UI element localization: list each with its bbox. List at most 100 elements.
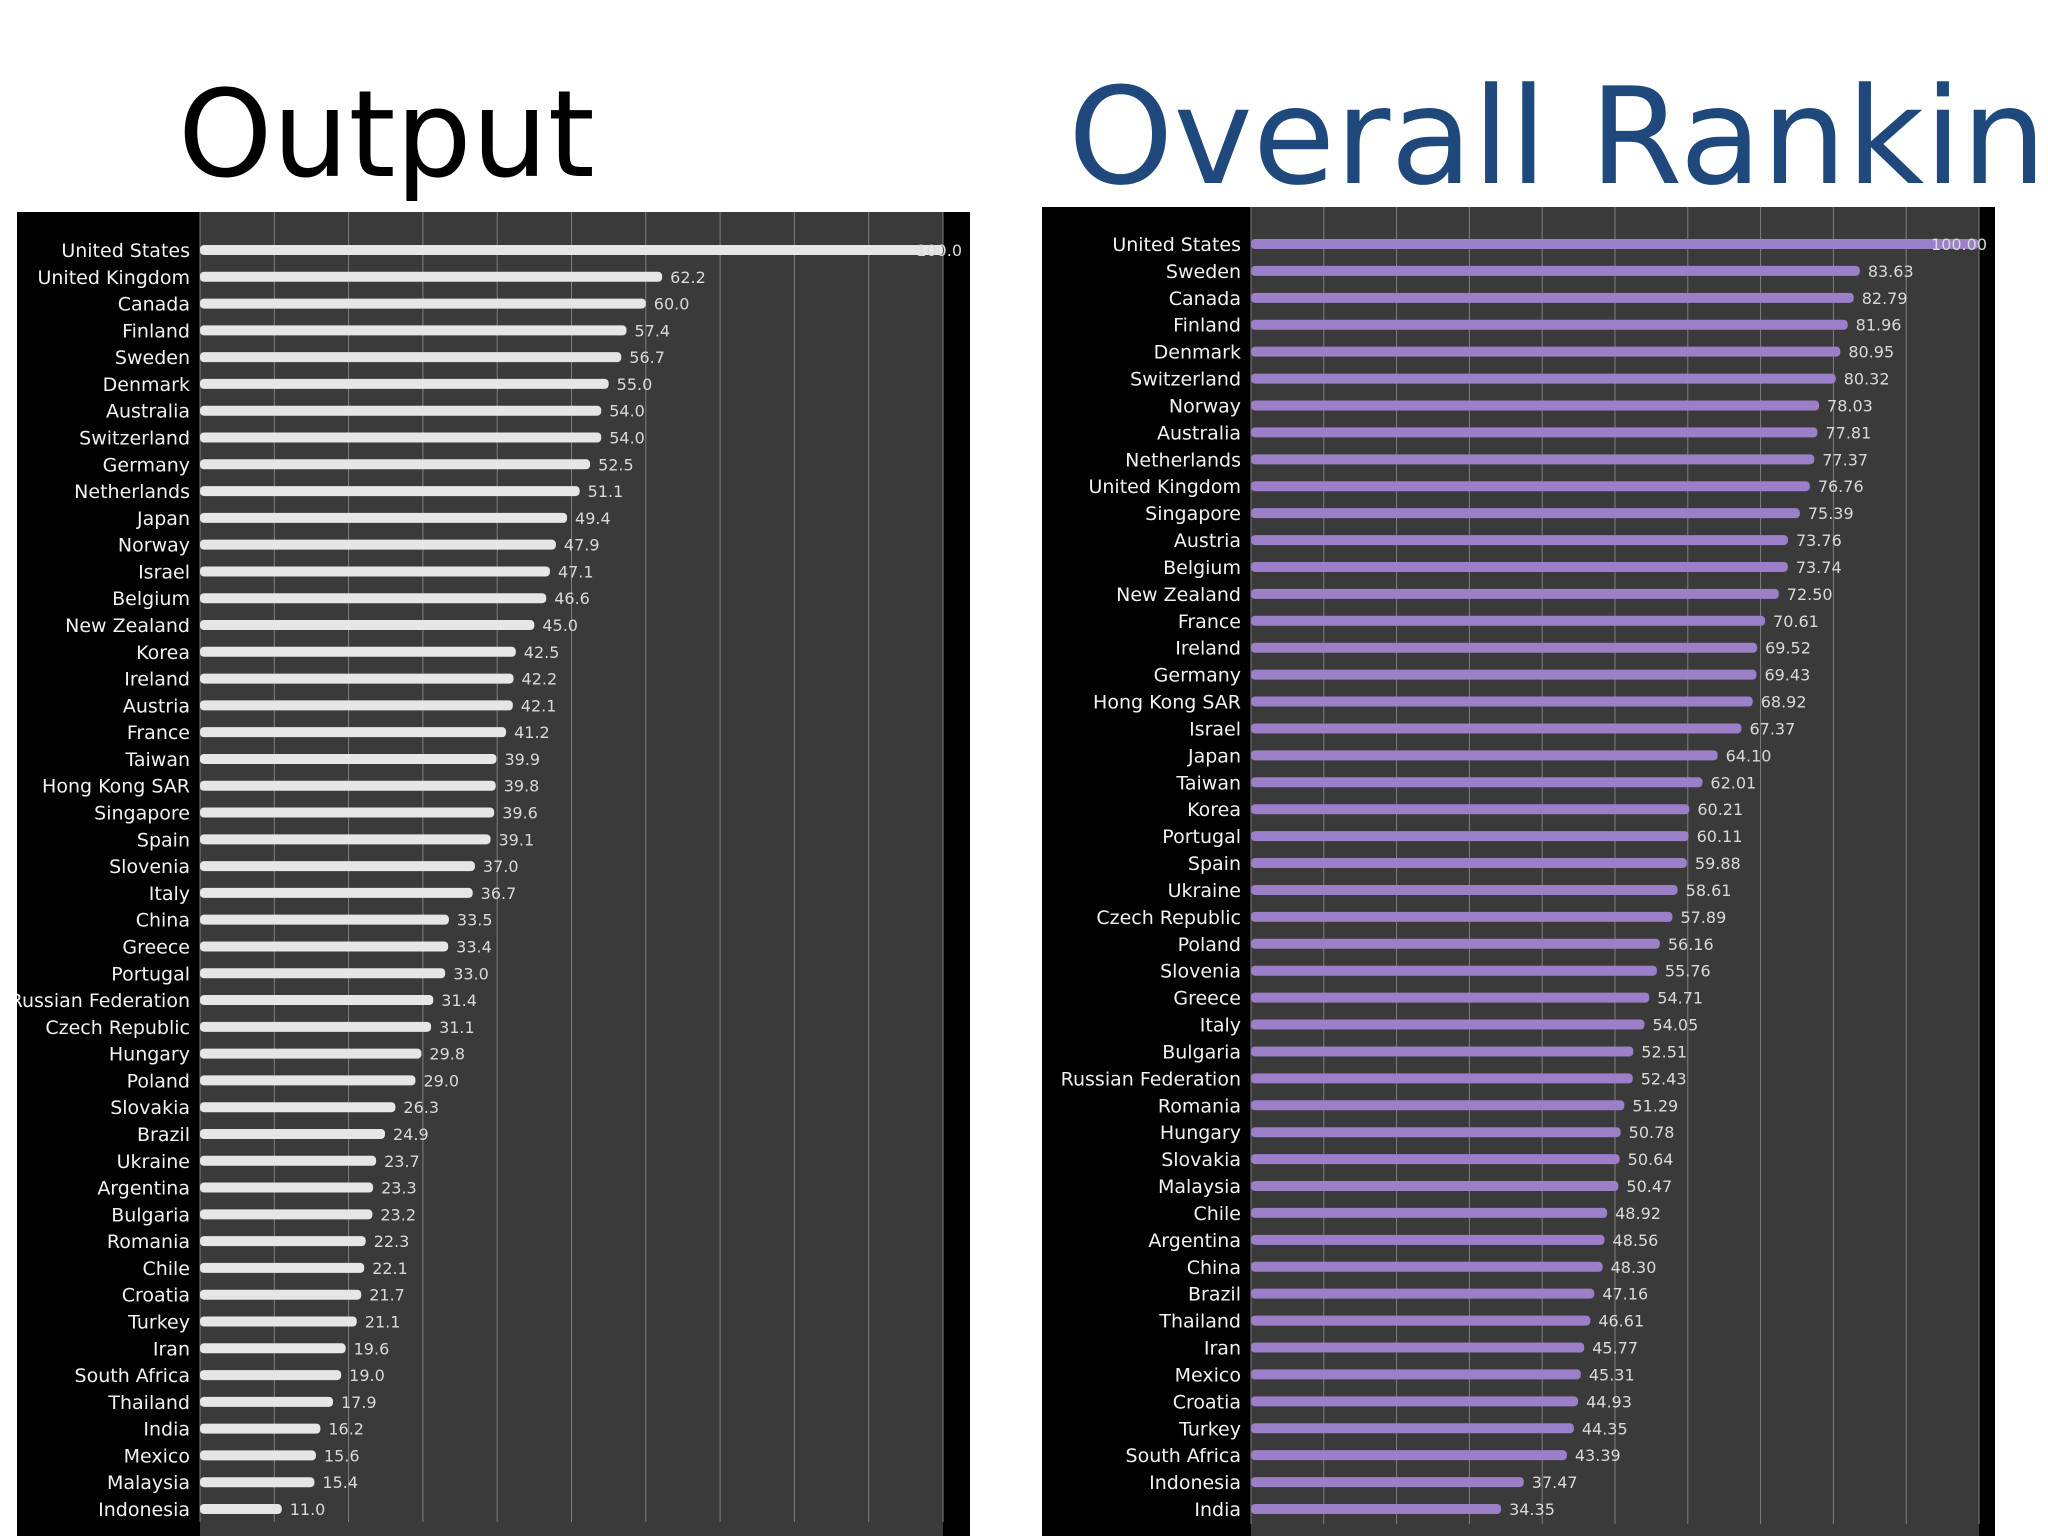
data-label: 78.03 (1827, 396, 1873, 415)
bar (200, 1370, 342, 1381)
data-label: 33.4 (456, 937, 492, 956)
data-label: 69.43 (1764, 666, 1810, 685)
category-label: India (143, 1419, 190, 1441)
data-label: 33.0 (453, 964, 489, 983)
category-label: Hungary (109, 1044, 190, 1066)
data-label: 45.77 (1592, 1339, 1638, 1358)
category-label: Korea (1187, 799, 1241, 821)
x-tick-label: 90.0 (851, 1533, 887, 1536)
x-tick-label: 0.0 (187, 1533, 212, 1536)
bar (200, 753, 497, 764)
bar (1251, 346, 1841, 357)
data-label: 29.8 (429, 1045, 465, 1064)
bar (200, 459, 591, 470)
data-label: 46.61 (1598, 1312, 1644, 1331)
data-label: 55.76 (1665, 962, 1711, 981)
category-label: Denmark (1154, 342, 1241, 364)
data-label: 52.5 (598, 455, 634, 474)
bar (1251, 1073, 1633, 1084)
data-label: 52.43 (1641, 1069, 1687, 1088)
data-label: 73.74 (1796, 558, 1842, 577)
data-label: 45.0 (542, 616, 578, 635)
bar (1251, 481, 1810, 492)
bar (1251, 804, 1690, 815)
category-label: Czech Republic (45, 1017, 190, 1039)
category-label: Singapore (94, 803, 190, 825)
data-label: 82.79 (1862, 289, 1908, 308)
category-label: South Africa (1126, 1445, 1241, 1467)
bar (200, 807, 495, 818)
category-label: Israel (1189, 718, 1241, 740)
data-label: 45.31 (1589, 1365, 1635, 1384)
bar (1251, 1207, 1608, 1218)
bar (1251, 1396, 1579, 1407)
category-label: France (127, 722, 190, 744)
category-label: Mexico (1175, 1364, 1241, 1386)
data-label: 50.78 (1629, 1123, 1675, 1142)
bar (200, 914, 449, 925)
data-label: 42.2 (522, 670, 558, 689)
data-label: 54.05 (1652, 1016, 1698, 1035)
bar (1251, 373, 1836, 384)
category-label: Belgium (1163, 557, 1241, 579)
category-label: United Kingdom (1088, 476, 1241, 498)
data-label: 72.50 (1787, 585, 1833, 604)
data-label: 80.95 (1848, 343, 1894, 362)
category-label: Indonesia (1149, 1472, 1241, 1494)
data-label: 62.01 (1710, 773, 1756, 792)
data-label: 37.47 (1532, 1473, 1578, 1492)
category-label: Hong Kong SAR (1093, 692, 1241, 714)
bar (1251, 1504, 1502, 1514)
bar (1251, 1288, 1595, 1299)
category-label: Italy (149, 883, 190, 905)
bar (200, 539, 556, 550)
x-tick-label: 30.0 (405, 1533, 441, 1536)
x-tick-label: 60.0 (628, 1533, 664, 1536)
data-label: 39.8 (504, 777, 540, 796)
data-label: 48.56 (1613, 1231, 1659, 1250)
data-label: 22.1 (372, 1259, 408, 1278)
bar (1251, 1154, 1620, 1165)
category-label: Japan (136, 508, 190, 530)
category-label: Finland (122, 320, 190, 342)
data-label: 23.2 (380, 1205, 416, 1224)
category-label: Denmark (103, 374, 190, 396)
category-label: Hong Kong SAR (42, 776, 190, 798)
data-label: 57.4 (634, 321, 670, 340)
bar (200, 1075, 416, 1086)
data-label: 64.10 (1726, 746, 1772, 765)
category-label: India (1194, 1499, 1241, 1521)
bar (1251, 1181, 1619, 1192)
category-label: Ukraine (1168, 880, 1241, 902)
category-label: Japan (1187, 745, 1241, 767)
bar (1251, 777, 1703, 788)
bar (200, 1289, 362, 1300)
category-label: France (1178, 611, 1241, 633)
bar (1251, 965, 1657, 976)
category-label: New Zealand (65, 615, 190, 637)
bar (200, 1128, 386, 1139)
data-label: 31.1 (439, 1018, 475, 1037)
bar (200, 566, 550, 577)
category-label: Hungary (1160, 1122, 1241, 1144)
bar (200, 1155, 377, 1166)
data-label: 56.16 (1668, 935, 1714, 954)
data-label: 17.9 (341, 1393, 377, 1412)
bar (1251, 911, 1673, 922)
category-label: Austria (123, 695, 190, 717)
bar (200, 700, 513, 711)
data-label: 52.51 (1641, 1042, 1687, 1061)
category-label: United Kingdom (37, 267, 190, 289)
bar (1251, 561, 1788, 572)
bar (200, 1021, 432, 1032)
category-label: Taiwan (1175, 772, 1241, 794)
data-label: 67.37 (1749, 719, 1795, 738)
data-label: 57.89 (1680, 908, 1726, 927)
data-label: 75.39 (1808, 504, 1854, 523)
x-tick-label: 40.0 (479, 1533, 515, 1536)
data-label: 21.1 (365, 1312, 401, 1331)
bar (1251, 1477, 1524, 1488)
data-label: 77.37 (1822, 450, 1868, 469)
bar (1251, 588, 1779, 599)
data-label: 73.76 (1796, 531, 1842, 550)
